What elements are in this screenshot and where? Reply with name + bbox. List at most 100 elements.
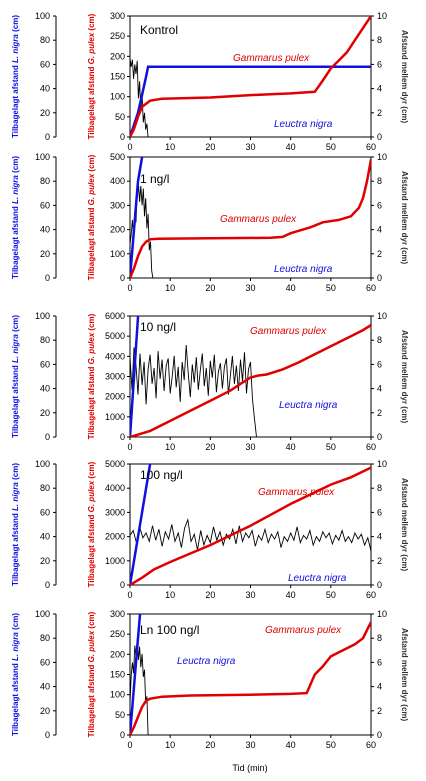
inner-left-axis: 0 50 100 150 200 250 300 (110, 11, 130, 142)
leuctra-series-label: Leuctra nigra (177, 656, 236, 667)
x-axis: 0 10 20 30 40 50 60 (127, 735, 376, 750)
right-axis: 0 2 4 6 8 10 (371, 459, 387, 590)
x-tick-label: 40 (286, 442, 296, 452)
x-tick-label: 20 (205, 740, 215, 750)
panel-title: Ln 100 ng/l (140, 623, 199, 637)
outer-tick-label: 60 (40, 359, 50, 369)
right-tick-label: 6 (377, 200, 382, 210)
x-tick-label: 30 (245, 442, 255, 452)
right-tick-label: 10 (377, 311, 387, 321)
outer-tick-label: 0 (45, 432, 50, 442)
right-tick-label: 6 (377, 507, 382, 517)
leuctra-series-line (130, 614, 142, 735)
right-tick-label: 4 (377, 84, 382, 94)
x-axis-title: Tid (min) (232, 763, 267, 773)
panel-title: 100 ng/l (140, 468, 183, 482)
inner-left-axis: 0 1000 2000 3000 4000 5000 6000 (105, 311, 130, 442)
x-tick-label: 60 (366, 142, 376, 152)
inner-tick-label: 0 (120, 580, 125, 590)
right-axis-title: Afstand mellem dyr (cm) (400, 478, 409, 572)
x-tick-label: 40 (286, 740, 296, 750)
x-tick-label: 30 (245, 590, 255, 600)
x-tick-label: 0 (127, 590, 132, 600)
x-tick-label: 60 (366, 442, 376, 452)
x-tick-label: 0 (127, 142, 132, 152)
gammarus-series-line (130, 16, 371, 137)
outer-tick-label: 20 (40, 706, 50, 716)
x-tick-label: 50 (326, 442, 336, 452)
inner-tick-label: 200 (110, 225, 125, 235)
right-tick-label: 2 (377, 108, 382, 118)
right-tick-label: 8 (377, 35, 382, 45)
right-tick-label: 10 (377, 609, 387, 619)
x-tick-label: 40 (286, 283, 296, 293)
x-tick-label: 50 (326, 142, 336, 152)
leuctra-series-line (130, 157, 144, 278)
inner-tick-label: 4000 (105, 351, 125, 361)
outer-tick-label: 20 (40, 408, 50, 418)
inner-tick-label: 6000 (105, 311, 125, 321)
x-tick-label: 20 (205, 590, 215, 600)
outer-left-axis-title: Tilbagelagt afstand L. nigra (cm) (11, 315, 20, 438)
inner-tick-label: 50 (115, 112, 125, 122)
panel-4: 0204060801000100020003000400050000246810… (11, 459, 409, 600)
inner-tick-label: 400 (110, 176, 125, 186)
outer-tick-label: 60 (40, 657, 50, 667)
right-tick-label: 2 (377, 408, 382, 418)
inner-tick-label: 150 (110, 72, 125, 82)
x-tick-label: 40 (286, 142, 296, 152)
right-tick-label: 6 (377, 59, 382, 69)
inner-tick-label: 4000 (105, 483, 125, 493)
inner-tick-label: 500 (110, 152, 125, 162)
gammarus-series-line (130, 324, 371, 437)
inner-tick-label: 50 (115, 710, 125, 720)
inner-left-axis-title: Tilbagelagt afstand G. pulex (cm) (87, 313, 96, 439)
inner-tick-label: 5000 (105, 459, 125, 469)
right-tick-label: 0 (377, 273, 382, 283)
right-tick-label: 8 (377, 176, 382, 186)
outer-tick-label: 80 (40, 176, 50, 186)
x-tick-label: 10 (165, 283, 175, 293)
outer-tick-label: 0 (45, 132, 50, 142)
right-tick-label: 8 (377, 633, 382, 643)
right-tick-label: 8 (377, 335, 382, 345)
gammarus-series-label: Gammarus pulex (265, 625, 342, 636)
inner-tick-label: 0 (120, 432, 125, 442)
right-axis: 0 2 4 6 8 10 (371, 609, 387, 740)
inner-tick-label: 300 (110, 11, 125, 21)
inner-tick-label: 0 (120, 273, 125, 283)
outer-tick-label: 40 (40, 682, 50, 692)
right-tick-label: 0 (377, 730, 382, 740)
x-tick-label: 60 (366, 283, 376, 293)
inner-tick-label: 300 (110, 609, 125, 619)
x-tick-label: 10 (165, 442, 175, 452)
outer-tick-label: 40 (40, 225, 50, 235)
x-tick-label: 30 (245, 283, 255, 293)
outer-left-axis: 0 20 40 60 80 100 (35, 459, 57, 590)
inner-left-axis-title: Tilbagelagt afstand G. pulex (cm) (87, 154, 96, 280)
outer-tick-label: 20 (40, 556, 50, 566)
inner-tick-label: 100 (110, 690, 125, 700)
leuctra-series-label: Leuctra nigra (274, 119, 333, 130)
x-axis: 0 10 20 30 40 50 60 (127, 437, 376, 452)
outer-left-axis: 0 20 40 60 80 100 (35, 609, 57, 740)
inner-tick-label: 1000 (105, 412, 125, 422)
inner-tick-label: 100 (110, 92, 125, 102)
x-tick-label: 30 (245, 740, 255, 750)
gammarus-series-line (130, 466, 371, 585)
inner-left-axis: 0 100 200 300 400 500 (110, 152, 130, 283)
inner-tick-label: 200 (110, 51, 125, 61)
outer-tick-label: 80 (40, 35, 50, 45)
inner-tick-label: 3000 (105, 507, 125, 517)
gammarus-series-label: Gammarus pulex (233, 53, 310, 64)
right-tick-label: 2 (377, 706, 382, 716)
right-axis-title: Afstand mellem dyr (cm) (400, 628, 409, 722)
outer-tick-label: 100 (35, 459, 50, 469)
x-axis: 0 10 20 30 40 50 60 (127, 585, 376, 600)
right-tick-label: 4 (377, 225, 382, 235)
x-axis: 0 10 20 30 40 50 60 (127, 278, 376, 293)
outer-tick-label: 100 (35, 11, 50, 21)
